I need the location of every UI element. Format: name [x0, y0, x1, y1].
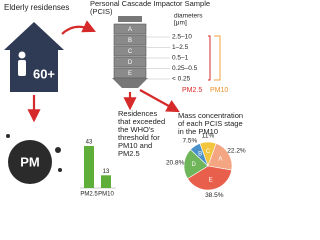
exceed-text: threshold for	[118, 133, 160, 142]
pcis-stage	[113, 67, 147, 79]
bar-category: PM10	[98, 192, 114, 198]
slice-letter: E	[209, 178, 213, 184]
mass-text: Mass concentration	[178, 111, 243, 120]
bar-value: 13	[103, 169, 110, 175]
pm-particle	[8, 140, 52, 184]
person-head	[18, 51, 26, 59]
diameter-range: 0.5–1	[172, 55, 189, 62]
diagram: Elderly residenses 60+ PM Personal Casca…	[4, 0, 246, 199]
diameter-range: 2.5–10	[172, 34, 192, 41]
stage-letter: B	[128, 38, 132, 44]
exceed-text: PM10 and	[118, 141, 152, 150]
slice-letter: C	[206, 149, 211, 155]
diameter-range: < 0.25	[172, 76, 191, 83]
pcis-base	[112, 78, 148, 88]
person-body	[18, 60, 26, 76]
bar	[101, 175, 111, 188]
pcis-stage	[113, 23, 147, 35]
exceed-text: PM2.5	[118, 149, 140, 158]
pcis-stage	[113, 56, 147, 68]
pm-dot	[55, 147, 61, 153]
pm-dot	[58, 168, 62, 172]
mass-text: in the PM10	[178, 127, 218, 136]
exceed-text: that exceeded	[118, 117, 165, 126]
mass-text: of each PCIS stage	[178, 119, 243, 128]
slice-percent: 7.5%	[182, 138, 197, 145]
pie-slice	[190, 143, 209, 167]
pm25-label: PM2.5	[182, 87, 202, 94]
stage-letter: A	[128, 27, 132, 33]
pcis-stage	[113, 45, 147, 57]
diameter-header: [μm]	[174, 20, 187, 27]
exceed-text: the WHO's	[118, 125, 154, 134]
house-icon	[4, 22, 64, 92]
slice-letter: B	[198, 152, 202, 158]
arrow	[139, 89, 180, 113]
stage-letter: D	[128, 60, 133, 66]
pm10-bracket	[214, 35, 221, 81]
pcis-stage	[113, 34, 147, 46]
bar	[84, 146, 94, 188]
pm25-bracket	[208, 35, 211, 81]
slice-letter: D	[192, 162, 197, 168]
house-badge: 60+	[33, 66, 55, 81]
exceed-text: Residences	[118, 109, 157, 118]
slice-percent: 11%	[202, 133, 215, 140]
pie-slice	[207, 143, 233, 171]
slice-letter: A	[218, 156, 222, 162]
pm-dot	[6, 134, 10, 138]
slice-percent: 22.2%	[227, 148, 246, 155]
bar-value: 43	[86, 140, 93, 146]
pm10-label: PM10	[210, 87, 228, 94]
diameter-header: diameters	[174, 13, 203, 20]
pcis-cap	[118, 16, 142, 22]
stage-letter: E	[128, 71, 132, 77]
diameter-range: 0.25–0.5	[172, 65, 198, 72]
stage-letter: C	[128, 49, 133, 55]
house-label: Elderly residenses	[4, 3, 69, 12]
slice-percent: 38.5%	[205, 192, 224, 199]
diameter-range: 1–2.5	[172, 44, 189, 51]
arrow	[61, 20, 96, 35]
pcis-title: Personal Cascade Impactor Sample	[90, 0, 210, 8]
slice-percent: 20.8%	[166, 160, 185, 167]
pcis-title: (PCIS)	[90, 7, 113, 16]
pm-label: PM	[20, 154, 40, 169]
bar-category: PM2.5	[80, 192, 98, 198]
